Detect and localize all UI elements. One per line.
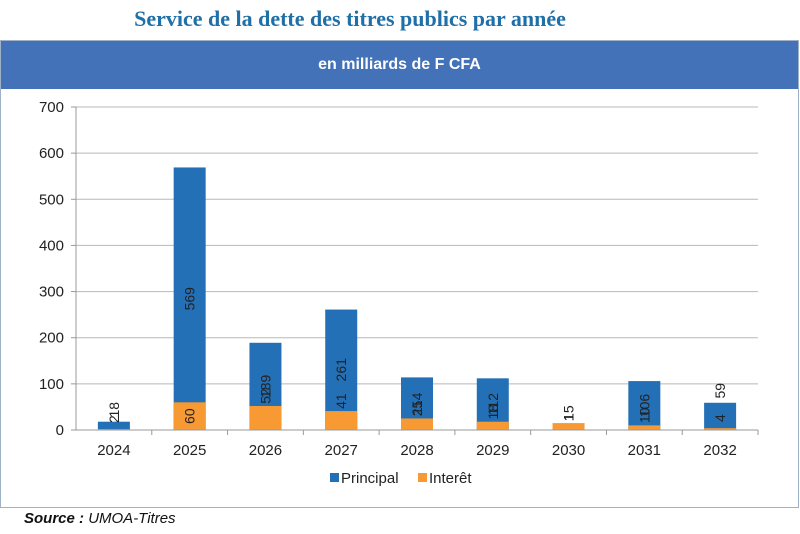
data-label-interet: 18 xyxy=(485,404,501,420)
data-label-interet: 2 xyxy=(106,415,122,423)
y-tick-label: 100 xyxy=(39,376,64,393)
x-tick-label: 2032 xyxy=(703,442,736,459)
legend-swatch-principal xyxy=(330,473,339,482)
x-tick-label: 2024 xyxy=(97,442,130,459)
data-label-principal: 59 xyxy=(712,383,728,399)
data-label-interet: 60 xyxy=(182,408,198,424)
bar-interet xyxy=(476,421,509,430)
bar-interet xyxy=(704,428,737,430)
y-tick-label: 600 xyxy=(39,145,64,162)
source-note: Source : UMOA-Titres xyxy=(24,510,176,527)
data-label-principal: 114 xyxy=(409,392,425,415)
chart-subtitle-banner: en milliards de F CFA xyxy=(1,41,798,89)
bar-principal xyxy=(628,381,661,430)
data-label-principal: 189 xyxy=(257,375,273,399)
legend-label-principal: Principal xyxy=(341,470,399,487)
data-label-interet: 4 xyxy=(712,414,728,422)
legend-label-interet: Interêt xyxy=(429,470,472,487)
data-label-interet: 41 xyxy=(333,393,349,409)
bar-principal xyxy=(476,378,509,430)
bar-principal xyxy=(173,167,206,430)
x-tick-label: 2030 xyxy=(552,442,585,459)
data-label-interet: 25 xyxy=(409,400,425,416)
data-label-principal: 261 xyxy=(333,358,349,382)
bar-interet xyxy=(552,423,585,430)
bar-interet xyxy=(628,425,661,430)
y-tick-label: 300 xyxy=(39,284,64,301)
bar-principal xyxy=(325,309,358,430)
x-tick-label: 2029 xyxy=(476,442,509,459)
y-tick-label: 0 xyxy=(56,422,64,439)
bar-interet xyxy=(173,402,206,430)
source-label: Source : xyxy=(24,510,85,527)
page-title: Service de la dette des titres publics p… xyxy=(134,6,566,31)
data-label-principal: 106 xyxy=(636,394,652,418)
y-tick-label: 400 xyxy=(39,237,64,254)
x-tick-label: 2031 xyxy=(628,442,661,459)
bar-interet xyxy=(249,406,282,430)
bar-principal xyxy=(704,402,737,430)
bar-interet xyxy=(401,418,433,430)
x-tick-label: 2026 xyxy=(249,442,282,459)
data-label-principal: 18 xyxy=(106,402,122,418)
bar-principal xyxy=(97,421,130,430)
data-label-principal: 112 xyxy=(485,393,501,416)
y-tick-label: 500 xyxy=(39,191,64,208)
data-label-principal: 569 xyxy=(182,287,198,311)
x-tick-label: 2028 xyxy=(400,442,433,459)
x-tick-label: 2027 xyxy=(325,442,358,459)
data-label-interet: 10 xyxy=(636,407,652,423)
source-value: UMOA-Titres xyxy=(88,510,176,527)
data-label-principal: 1 xyxy=(561,413,577,421)
y-tick-label: 700 xyxy=(39,99,64,116)
bar-interet xyxy=(325,411,358,430)
legend-swatch-interet xyxy=(418,473,427,482)
data-label-interet: 15 xyxy=(561,405,577,421)
x-tick-label: 2025 xyxy=(173,442,206,459)
chart-panel: en milliards de F CFA xyxy=(0,40,799,508)
y-tick-label: 200 xyxy=(39,330,64,347)
data-label-interet: 52 xyxy=(257,388,273,404)
